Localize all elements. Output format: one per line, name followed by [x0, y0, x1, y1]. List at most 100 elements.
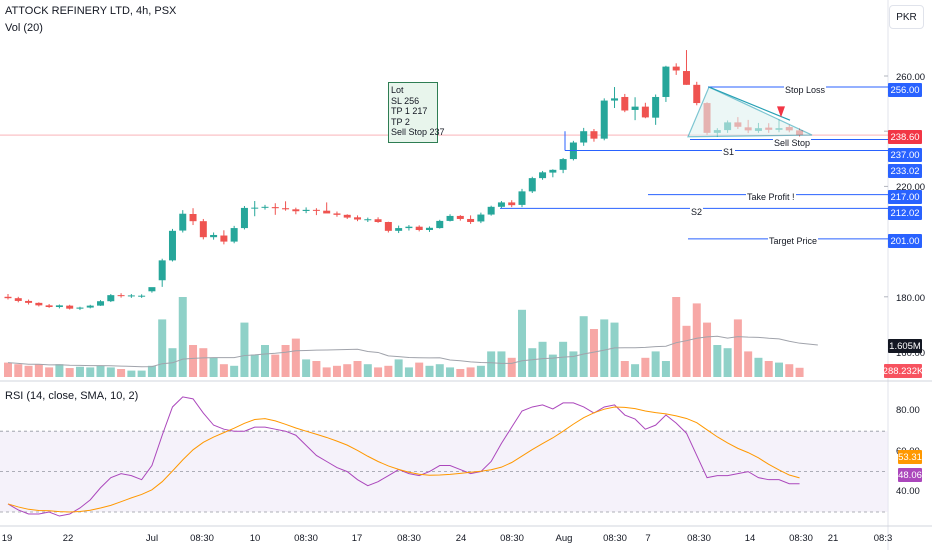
rsi-indicator-title: RSI (14, close, SMA, 10, 2) [5, 390, 139, 402]
volume-bar [415, 362, 424, 377]
volume-bar [96, 365, 105, 377]
volume-bar [353, 361, 362, 377]
candle-body [477, 214, 485, 222]
volume-bar [775, 362, 783, 377]
time-axis-tick: 08:30 [294, 533, 318, 544]
time-axis-tick: Aug [556, 533, 573, 544]
volume-bar [394, 359, 403, 377]
volume-bar [14, 364, 23, 377]
volume-bar [446, 367, 455, 377]
time-axis-tick: 24 [456, 533, 467, 544]
candle-body [158, 260, 166, 281]
volume-bar [209, 357, 218, 377]
target-price-tag: 201.00 [888, 234, 922, 248]
time-axis-tick: 19 [2, 533, 13, 544]
symbol-title: ATTOCK REFINERY LTD, 4h, PSX [5, 5, 177, 17]
rsi-value-tag: 48.06 [898, 468, 922, 482]
volume-bar [147, 365, 156, 377]
candle-body [66, 305, 74, 309]
volume-bar [692, 303, 701, 377]
time-axis-tick: Jul [146, 533, 158, 544]
candle-body [539, 172, 547, 179]
volume-bar [322, 367, 331, 377]
lot-note-line: TP 2 [391, 116, 410, 127]
volume-bar [127, 370, 136, 377]
volume-bar [610, 322, 619, 377]
take-profit-price-tag: 217.00 [888, 190, 922, 204]
price-axis-tick: 180.00 [896, 293, 926, 304]
candle-body [127, 295, 135, 297]
candle-body [436, 220, 444, 229]
candle-body [549, 169, 557, 173]
volume-bar [764, 361, 773, 377]
candle-body [467, 218, 475, 223]
volume-bar [86, 367, 95, 377]
volume-bar [518, 309, 526, 377]
volume-bar [230, 365, 239, 377]
candle-body [528, 178, 536, 192]
volume-bar [548, 354, 557, 377]
candle-body [168, 230, 176, 261]
candle-body [302, 209, 310, 211]
volume-ma-tag: 1.605M [888, 339, 922, 353]
candle-body [405, 226, 413, 229]
currency-button[interactable]: PKR [889, 5, 924, 29]
volume-bar [65, 368, 74, 377]
volume-ma-line [7, 335, 818, 368]
rsi-ma-line [7, 406, 800, 513]
volume-bar [250, 354, 259, 377]
volume-bar [744, 351, 753, 377]
time-axis-tick: 21 [828, 533, 839, 544]
volume-bar [476, 365, 485, 377]
candle-body [590, 131, 598, 139]
candle-body [497, 202, 505, 207]
rsi-ma-tag: 53.31 [898, 450, 922, 464]
sell-signal-marker [777, 106, 785, 118]
candle-body [600, 100, 608, 139]
volume-bar [651, 351, 660, 377]
time-axis-tick: 08:30 [500, 533, 524, 544]
time-axis-tick: 22 [63, 533, 74, 544]
candle-body [25, 300, 33, 303]
candle-body [631, 106, 639, 110]
candle-body [117, 295, 125, 297]
time-axis-tick: 10 [250, 533, 261, 544]
candle-body [189, 214, 197, 222]
candle-body [641, 106, 649, 118]
candle-body [138, 295, 146, 297]
volume-bar [538, 341, 547, 377]
volume-bar [456, 369, 465, 377]
candle-body [292, 209, 300, 212]
candle-body [148, 287, 156, 292]
candle-body [323, 210, 331, 214]
volume-bar [261, 345, 269, 377]
time-axis-tick: 08:30 [789, 533, 813, 544]
rsi-line [7, 396, 800, 517]
s1-label: S1 [722, 147, 736, 157]
lot-note-box[interactable]: Lot SL 256 TP 1 217 TP 2 Sell Stop 237 [388, 82, 445, 143]
s2-label: S2 [690, 207, 704, 217]
volume-bar [672, 297, 681, 377]
volume-bar [795, 367, 804, 377]
sell-stop-price-tag: 237.00 [888, 148, 922, 162]
volume-bar [733, 319, 742, 377]
candle-body [14, 298, 22, 301]
candle-body [662, 66, 670, 97]
stop-loss-label: Stop Loss [784, 85, 827, 95]
lot-note-line: Lot [391, 85, 404, 95]
time-axis-tick: 08:3 [874, 533, 893, 544]
time-axis-tick: 17 [352, 533, 363, 544]
candle-body [652, 96, 660, 118]
volume-bar [641, 357, 650, 377]
volume-bar [343, 364, 352, 377]
lot-note-line: TP 1 217 [391, 106, 428, 116]
volume-bar [528, 348, 537, 377]
candle-body [559, 159, 567, 170]
take-profit-label: Take Profit ! [746, 192, 796, 202]
lot-note-line: SL 256 [391, 95, 420, 106]
candle-body [251, 207, 259, 209]
volume-bar [569, 351, 578, 377]
lot-note-line: Sell Stop 237 [391, 127, 445, 137]
